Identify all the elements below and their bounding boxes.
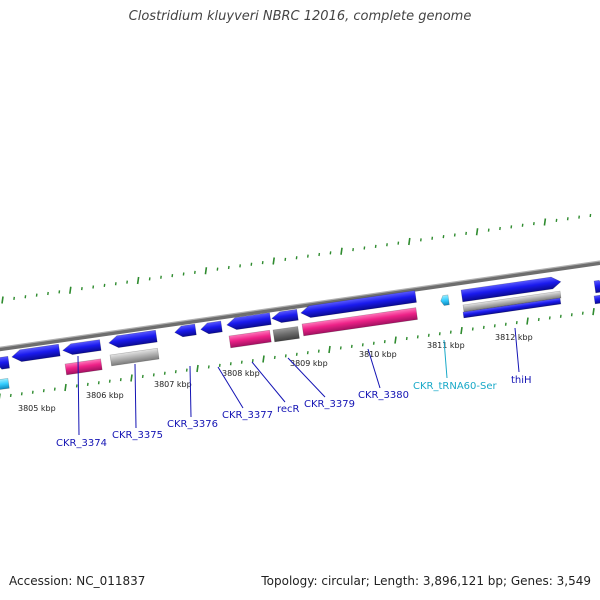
cds-feature xyxy=(62,339,102,355)
inner-tick xyxy=(592,307,595,316)
gene-label-thih: thiH xyxy=(511,375,532,386)
kbp-label: 3808 kbp xyxy=(222,369,260,378)
outer-tick xyxy=(136,276,140,285)
gene-label-recr: recR xyxy=(277,404,300,415)
rna-feature xyxy=(64,358,103,376)
outer-tick xyxy=(1,296,4,304)
kbp-label: 3807 kbp xyxy=(154,380,192,389)
accession-text: Accession: NC_011837 xyxy=(9,574,146,588)
genome-title: Clostridium kluyveri NBRC 12016, complet… xyxy=(128,9,472,24)
cds-feature xyxy=(271,308,299,323)
cds-feature xyxy=(11,343,61,362)
genome-stats-text: Topology: circular; Length: 3,896,121 bp… xyxy=(261,574,591,588)
kbp-label: 3805 kbp xyxy=(18,404,56,413)
cds-feature xyxy=(108,329,158,348)
cds-feature xyxy=(462,297,562,319)
cds-feature xyxy=(226,312,272,330)
gene-label-trna60-ser: CKR_tRNA60-Ser xyxy=(413,381,498,392)
inner-tick xyxy=(394,336,397,344)
kbp-label: 3812 kbp xyxy=(495,333,533,342)
trna-feature xyxy=(440,294,450,306)
kbp-label: 3809 kbp xyxy=(290,359,328,368)
trna-like-feature xyxy=(0,377,10,391)
gene-label-ckr3380: CKR_3380 xyxy=(358,390,409,401)
inner-tick-ring xyxy=(0,307,595,400)
cds-feature xyxy=(300,290,417,318)
cds-feature xyxy=(200,320,223,335)
inner-tick xyxy=(526,317,529,325)
outer-tick xyxy=(408,237,411,246)
gene-label-ckr3375: CKR_3375 xyxy=(112,430,163,441)
inner-tick xyxy=(64,383,67,392)
grey-feature xyxy=(462,290,562,313)
rna-feature xyxy=(228,329,272,349)
gene-features xyxy=(0,276,600,391)
outer-tick xyxy=(204,267,208,275)
cds-feature xyxy=(593,279,600,294)
kbp-label: 3811 kbp xyxy=(427,341,465,350)
kbp-scale-labels: 3805 kbp 3806 kbp 3807 kbp 3808 kbp 3809… xyxy=(18,333,533,413)
kbp-label: 3806 kbp xyxy=(86,391,124,400)
outer-tick-ring xyxy=(1,213,592,304)
inner-tick xyxy=(196,364,199,373)
inner-tick xyxy=(328,345,331,354)
outer-tick xyxy=(340,247,343,255)
inner-tick xyxy=(262,355,265,363)
inner-tick xyxy=(130,374,133,382)
gene-label-ckr3379: CKR_3379 xyxy=(304,399,355,410)
grey-feature xyxy=(109,347,160,367)
cds-feature xyxy=(593,294,600,305)
gene-labels: CKR_3374 CKR_3375 CKR_3376 CKR_3377 recR… xyxy=(56,375,532,449)
dark-feature xyxy=(272,326,300,343)
gene-label-ckr3377: CKR_3377 xyxy=(222,410,273,421)
outer-tick xyxy=(272,257,275,265)
gene-label-ckr3374: CKR_3374 xyxy=(56,438,107,449)
inner-tick xyxy=(460,326,463,335)
cds-feature xyxy=(0,355,10,370)
outer-tick xyxy=(475,228,479,236)
outer-tick xyxy=(69,286,72,294)
rna-feature xyxy=(301,307,418,337)
cds-feature xyxy=(174,323,197,338)
genome-backbone xyxy=(0,260,600,352)
cds-feature xyxy=(460,276,562,303)
gene-label-ckr3376: CKR_3376 xyxy=(167,419,218,430)
gene-label-leaders xyxy=(77,327,520,436)
kbp-label: 3810 kbp xyxy=(359,350,397,359)
outer-tick xyxy=(543,218,547,226)
